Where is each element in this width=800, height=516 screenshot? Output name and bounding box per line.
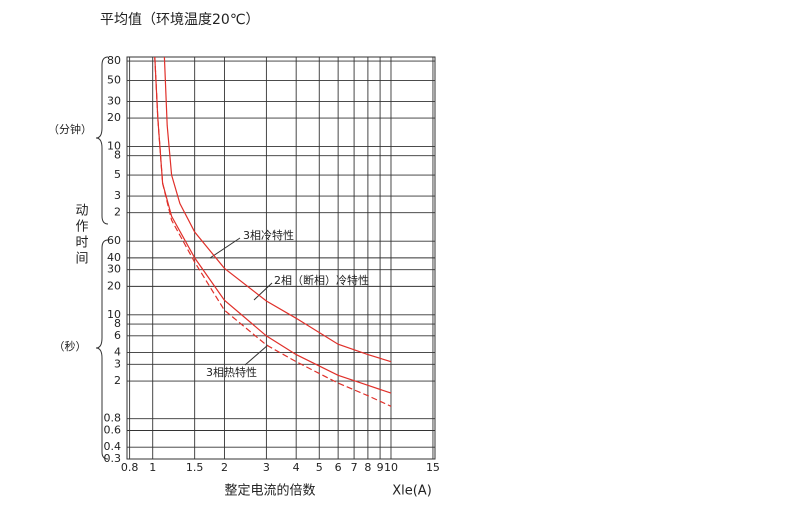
x-tick-label: 3 [263, 461, 270, 474]
curve [154, 56, 392, 394]
x-tick-label: 5 [316, 461, 323, 474]
x-tick-label: 1.5 [186, 461, 204, 474]
y-tick-label: 4 [114, 346, 121, 359]
y-tick-label: 0.8 [104, 412, 122, 425]
x-tick-label: 2 [221, 461, 228, 474]
y-tick-label: 20 [107, 111, 121, 124]
y-tick-label: 0.6 [104, 424, 122, 437]
leader-line [244, 344, 269, 366]
curve-label: 3相热特性 [206, 365, 257, 379]
x-tick-label: 1 [149, 461, 156, 474]
x-tick-label: 4 [293, 461, 300, 474]
y-axis-label: 动作时间 [73, 203, 89, 267]
brace [95, 239, 109, 460]
y-tick-label: 8 [114, 317, 121, 330]
x-tick-label: 9 [377, 461, 384, 474]
leader-line [253, 282, 273, 301]
y-tick-label: 8 [114, 149, 121, 162]
y-tick-label: 6 [114, 329, 121, 342]
brace [95, 56, 109, 225]
x-unit-label: Xle(A) [392, 484, 432, 499]
x-tick-label: 0.8 [121, 461, 139, 474]
y-tick-label: 30 [107, 94, 121, 107]
x-tick-label: 15 [426, 461, 440, 474]
y-tick-label: 10 [107, 140, 121, 153]
y-tick-label: 2 [114, 206, 121, 219]
curve [154, 56, 392, 407]
y-minutes-label: （分钟） [48, 122, 92, 136]
y-tick-label: 0.4 [104, 440, 122, 453]
y-tick-label: 0.3 [104, 452, 122, 465]
x-tick-label: 10 [384, 461, 398, 474]
y-tick-label: 10 [107, 308, 121, 321]
y-seconds-label: （秒） [54, 339, 87, 353]
y-tick-label: 5 [114, 168, 121, 181]
x-axis-label: 整定电流的倍数 [224, 483, 315, 499]
curve-label: 3相冷特性 [243, 228, 294, 242]
y-tick-label: 60 [107, 234, 121, 247]
x-tick-label: 6 [335, 461, 342, 474]
y-tick-label: 3 [114, 357, 121, 370]
curve [163, 56, 392, 363]
y-tick-label: 20 [107, 279, 121, 292]
chart-title: 平均值（环境温度20℃） [100, 12, 260, 28]
y-tick-label: 40 [107, 251, 121, 264]
curve-label: 2相（断相）冷特性 [274, 273, 369, 287]
x-tick-label: 8 [364, 461, 371, 474]
y-tick-label: 2 [114, 374, 121, 387]
y-tick-label: 80 [107, 54, 121, 67]
y-tick-label: 50 [107, 73, 121, 86]
y-tick-label: 30 [107, 263, 121, 276]
y-tick-label: 3 [114, 189, 121, 202]
x-tick-label: 7 [351, 461, 358, 474]
